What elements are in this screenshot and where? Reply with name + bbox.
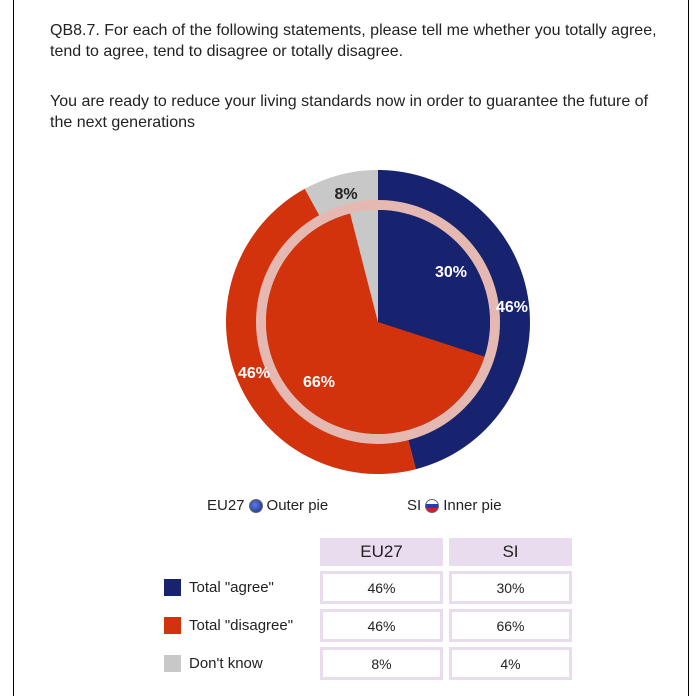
row-label-text: Total "agree": [189, 578, 274, 596]
results-table: EU27 SI Total "agree" 46% 30% Total "dis…: [158, 533, 578, 685]
question-text: QB8.7. For each of the following stateme…: [50, 22, 657, 60]
cell-eu27: 8%: [320, 647, 443, 680]
table-row: Total "disagree" 46% 66%: [164, 609, 572, 642]
agree-swatch: [164, 579, 181, 597]
row-label-text: Don't know: [189, 654, 263, 672]
row-label: Total "disagree": [164, 609, 314, 642]
outer-label-dont-know: 8%: [334, 186, 357, 203]
cell-si: 30%: [449, 571, 572, 604]
outer-label-disagree: 46%: [238, 365, 270, 382]
table-header-si: SI: [449, 538, 572, 566]
cell-eu27: 46%: [320, 609, 443, 642]
pie-separator-ring: [256, 200, 500, 444]
cell-si: 4%: [449, 647, 572, 680]
row-label: Total "agree": [164, 571, 314, 604]
legend-outer: EU27 Outer pie: [207, 497, 328, 514]
row-label-text: Total "disagree": [189, 616, 294, 634]
inner-slice-disagree: [266, 213, 485, 435]
inner-slice-agree: [378, 210, 491, 357]
cell-eu27: 46%: [320, 571, 443, 604]
legend-outer-label: Outer pie: [266, 497, 329, 514]
si-flag-icon: [425, 498, 440, 513]
legend-inner-code: SI: [407, 497, 422, 514]
legend-outer-code: EU27: [207, 497, 245, 514]
eu-flag-icon: [248, 498, 263, 513]
outer-label-agree: 46%: [496, 299, 528, 316]
inner-label-agree: 30%: [435, 264, 467, 281]
cell-si: 66%: [449, 609, 572, 642]
inner-label-disagree: 66%: [303, 374, 335, 391]
legend-inner: SI Inner pie: [407, 497, 502, 514]
table-header-eu27: EU27: [320, 538, 443, 566]
page-frame: [13, 0, 689, 696]
dont-know-swatch: [164, 655, 181, 673]
disagree-swatch: [164, 617, 181, 635]
inner-slice-dont-know: [350, 210, 378, 322]
statement-text: You are ready to reduce your living stan…: [50, 93, 649, 131]
table-corner: [164, 538, 314, 566]
row-label: Don't know: [164, 647, 314, 680]
legend-inner-label: Inner pie: [443, 497, 502, 514]
table-row: Don't know 8% 4%: [164, 647, 572, 680]
table-row: Total "agree" 46% 30%: [164, 571, 572, 604]
